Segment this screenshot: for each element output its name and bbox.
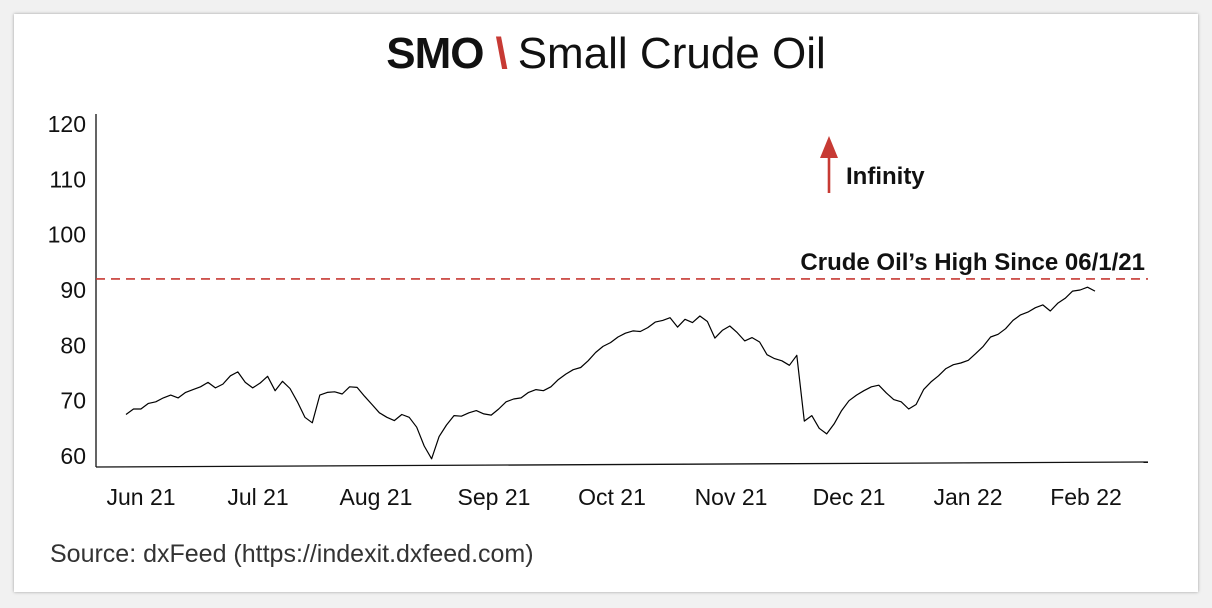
y-tick-label: 80: [60, 332, 86, 358]
x-tick-label: Jul 21: [227, 484, 288, 510]
chart-card: [14, 14, 1198, 592]
x-axis: [95, 461, 1149, 468]
title-separator: \: [495, 29, 508, 78]
title-code: SMO: [386, 29, 484, 78]
x-tick-label: Sep 21: [458, 484, 531, 510]
y-tick-label: 70: [60, 388, 86, 414]
x-tick-label: Jan 22: [933, 484, 1002, 510]
x-tick-label: Oct 21: [578, 484, 646, 510]
source-note: Source: dxFeed (https://indexit.dxfeed.c…: [50, 540, 534, 568]
x-tick-label: Jun 21: [106, 484, 175, 510]
series-line: [125, 286, 1096, 460]
title-name: Small Crude Oil: [517, 29, 826, 78]
x-tick-label: Aug 21: [340, 484, 413, 510]
annotation-label: Infinity: [846, 163, 925, 190]
annotation-arrow-head: [820, 136, 838, 158]
y-tick-label: 100: [48, 222, 86, 248]
x-tick-label: Feb 22: [1050, 484, 1122, 510]
chart-title: SMO \ Small Crude Oil: [0, 28, 1212, 80]
x-tick-label: Nov 21: [695, 484, 768, 510]
y-tick-label: 110: [49, 166, 86, 192]
y-tick-label: 120: [48, 111, 86, 137]
y-tick-label: 90: [60, 277, 86, 303]
x-tick-label: Dec 21: [813, 484, 886, 510]
y-tick-label: 60: [60, 443, 86, 469]
reference-line-label: Crude Oil’s High Since 06/1/21: [800, 249, 1145, 276]
